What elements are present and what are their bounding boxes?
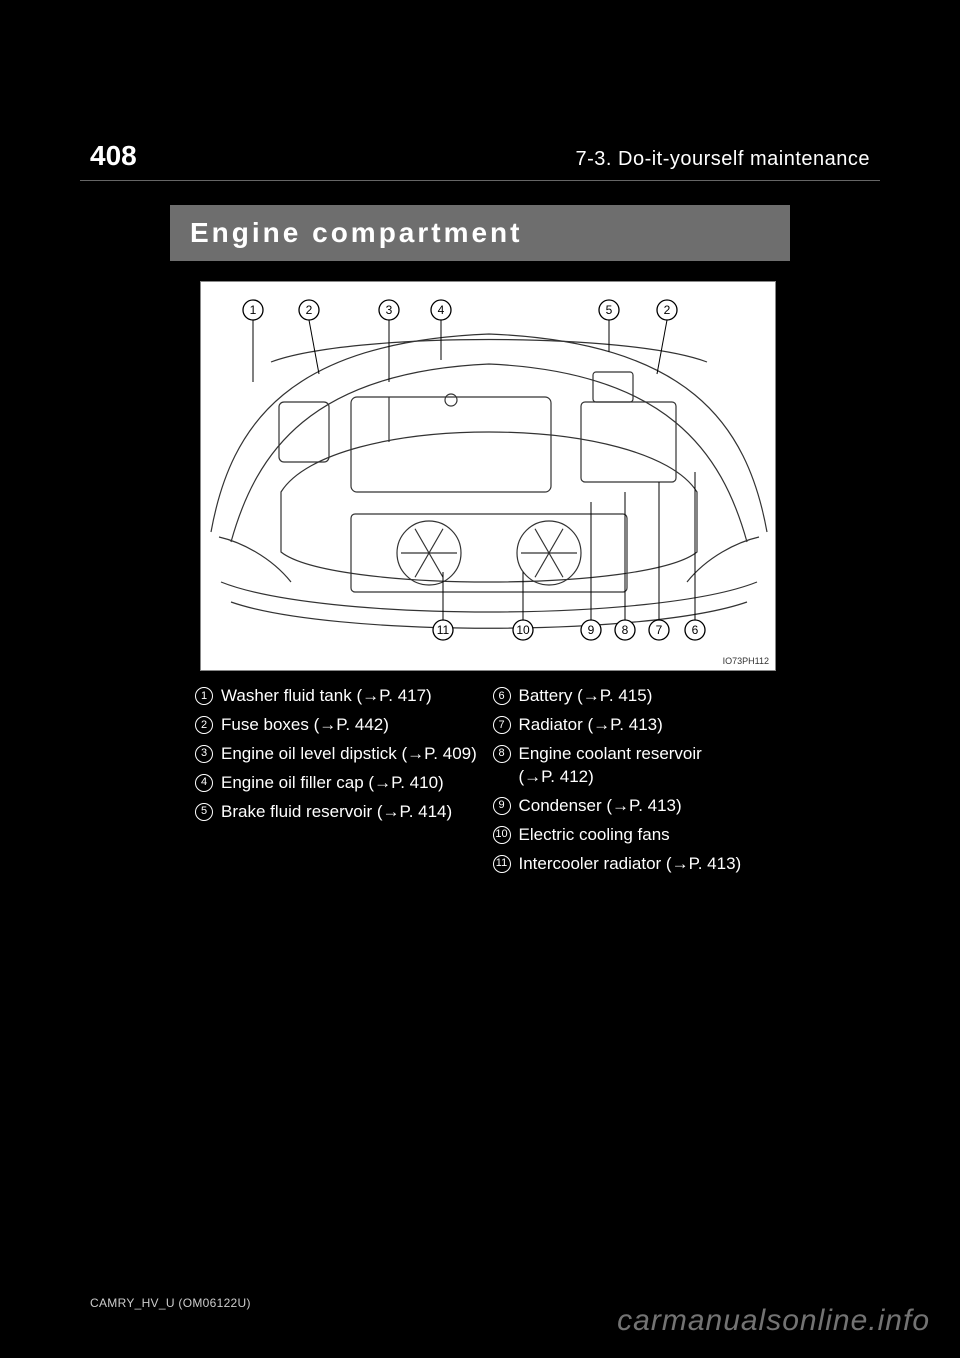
legend-text: Electric cooling fans bbox=[519, 824, 781, 847]
legend-item: 10 Electric cooling fans bbox=[493, 824, 781, 847]
svg-text:8: 8 bbox=[622, 623, 629, 637]
svg-text:4: 4 bbox=[438, 303, 445, 317]
legend-item: 2 Fuse boxes (→P. 442) bbox=[195, 714, 483, 737]
figure-container: 12345211109876 IO73PH112 bbox=[200, 281, 760, 671]
legend-label: Engine oil level dipstick bbox=[221, 744, 401, 763]
legend-item: 11 Intercooler radiator (→P. 413) bbox=[493, 853, 781, 876]
legend-text: Brake fluid reservoir (→P. 414) bbox=[221, 801, 483, 824]
legend-item: 1 Washer fluid tank (→P. 417) bbox=[195, 685, 483, 708]
legend-column-left: 1 Washer fluid tank (→P. 417) 2 Fuse boxes … bbox=[195, 685, 483, 882]
legend-page-ref: (→P. 414) bbox=[377, 802, 452, 821]
legend-item: 4 Engine oil filler cap (→P. 410) bbox=[195, 772, 483, 795]
section-title-bar: Engine compartment bbox=[170, 205, 790, 261]
legend-label: Engine coolant reservoir bbox=[519, 744, 702, 763]
legend-page-ref: (→P. 442) bbox=[314, 715, 389, 734]
footer-document-code: CAMRY_HV_U (OM06122U) bbox=[90, 1296, 251, 1310]
legend-page-ref: (→P. 412) bbox=[519, 767, 594, 786]
legend-number-icon: 7 bbox=[493, 716, 511, 734]
svg-text:11: 11 bbox=[437, 623, 450, 637]
legend-text: Washer fluid tank (→P. 417) bbox=[221, 685, 483, 708]
legend-label: Battery bbox=[519, 686, 578, 705]
legend-number-icon: 4 bbox=[195, 774, 213, 792]
watermark: carmanualsonline.info bbox=[617, 1304, 930, 1338]
legend-number-icon: 8 bbox=[493, 745, 511, 763]
legend-column-right: 6 Battery (→P. 415) 7 Radiator (→P. 413) 8 En… bbox=[493, 685, 781, 882]
svg-text:7: 7 bbox=[656, 623, 663, 637]
svg-text:3: 3 bbox=[386, 303, 393, 317]
svg-text:2: 2 bbox=[664, 303, 671, 317]
legend-number-icon: 6 bbox=[493, 687, 511, 705]
legend-page-ref: (→P. 409) bbox=[401, 744, 476, 763]
legend-item: 3 Engine oil level dipstick (→P. 409) bbox=[195, 743, 483, 766]
legend-number-icon: 9 bbox=[493, 797, 511, 815]
page-header: 408 7-3. Do-it-yourself maintenance bbox=[0, 0, 960, 180]
page-number: 408 bbox=[90, 140, 137, 172]
legend-item: 7 Radiator (→P. 413) bbox=[493, 714, 781, 737]
legend-label: Radiator bbox=[519, 715, 588, 734]
engine-compartment-figure: 1 2 3 4 5 2 11 10 9 8 7 6 IO73PH112 bbox=[200, 281, 776, 671]
legend-label: Engine oil filler cap bbox=[221, 773, 368, 792]
legend-number-icon: 5 bbox=[195, 803, 213, 821]
legend-label: Condenser bbox=[519, 796, 607, 815]
legend-text: Radiator (→P. 413) bbox=[519, 714, 781, 737]
legend-page-ref: (→P. 413) bbox=[587, 715, 662, 734]
legend-item: 6 Battery (→P. 415) bbox=[493, 685, 781, 708]
legend-label: Electric cooling fans bbox=[519, 825, 670, 844]
chapter-path: 7-3. Do-it-yourself maintenance bbox=[575, 148, 870, 171]
section-title: Engine compartment bbox=[190, 217, 522, 248]
legend-item: 9 Condenser (→P. 413) bbox=[493, 795, 781, 818]
legend-number-icon: 11 bbox=[493, 855, 511, 873]
legend-label: Brake fluid reservoir bbox=[221, 802, 377, 821]
legend-text: Engine coolant reservoir (→P. 412) bbox=[519, 743, 781, 789]
header-rule bbox=[80, 180, 880, 181]
svg-text:2: 2 bbox=[306, 303, 313, 317]
legend-text: Battery (→P. 415) bbox=[519, 685, 781, 708]
legend-text: Intercooler radiator (→P. 413) bbox=[519, 853, 781, 876]
legend-item: 8 Engine coolant reservoir (→P. 412) bbox=[493, 743, 781, 789]
svg-text:5: 5 bbox=[606, 303, 613, 317]
svg-text:1: 1 bbox=[250, 303, 257, 317]
legend-text: Fuse boxes (→P. 442) bbox=[221, 714, 483, 737]
figure-part-code: IO73PH112 bbox=[723, 656, 769, 666]
legend-text: Condenser (→P. 413) bbox=[519, 795, 781, 818]
legend-label: Washer fluid tank bbox=[221, 686, 356, 705]
legend-number-icon: 1 bbox=[195, 687, 213, 705]
legend-label: Intercooler radiator bbox=[519, 854, 666, 873]
legend-number-icon: 3 bbox=[195, 745, 213, 763]
svg-text:10: 10 bbox=[516, 623, 530, 637]
legend-text: Engine oil filler cap (→P. 410) bbox=[221, 772, 483, 795]
legend-number-icon: 10 bbox=[493, 826, 511, 844]
legend-page-ref: (→P. 417) bbox=[356, 686, 431, 705]
legend-page-ref: (→P. 413) bbox=[666, 854, 741, 873]
legend-page-ref: (→P. 413) bbox=[606, 796, 681, 815]
svg-text:9: 9 bbox=[588, 623, 595, 637]
legend: 1 Washer fluid tank (→P. 417) 2 Fuse boxes … bbox=[195, 685, 780, 882]
legend-number-icon: 2 bbox=[195, 716, 213, 734]
engine-diagram-svg: 1 2 3 4 5 2 11 10 9 8 7 6 bbox=[201, 282, 777, 672]
legend-item: 5 Brake fluid reservoir (→P. 414) bbox=[195, 801, 483, 824]
legend-page-ref: (→P. 415) bbox=[577, 686, 652, 705]
legend-text: Engine oil level dipstick (→P. 409) bbox=[221, 743, 483, 766]
manual-page: 408 7-3. Do-it-yourself maintenance Engi… bbox=[0, 0, 960, 1358]
svg-text:6: 6 bbox=[692, 623, 699, 637]
legend-page-ref: (→P. 410) bbox=[368, 773, 443, 792]
legend-label: Fuse boxes bbox=[221, 715, 314, 734]
